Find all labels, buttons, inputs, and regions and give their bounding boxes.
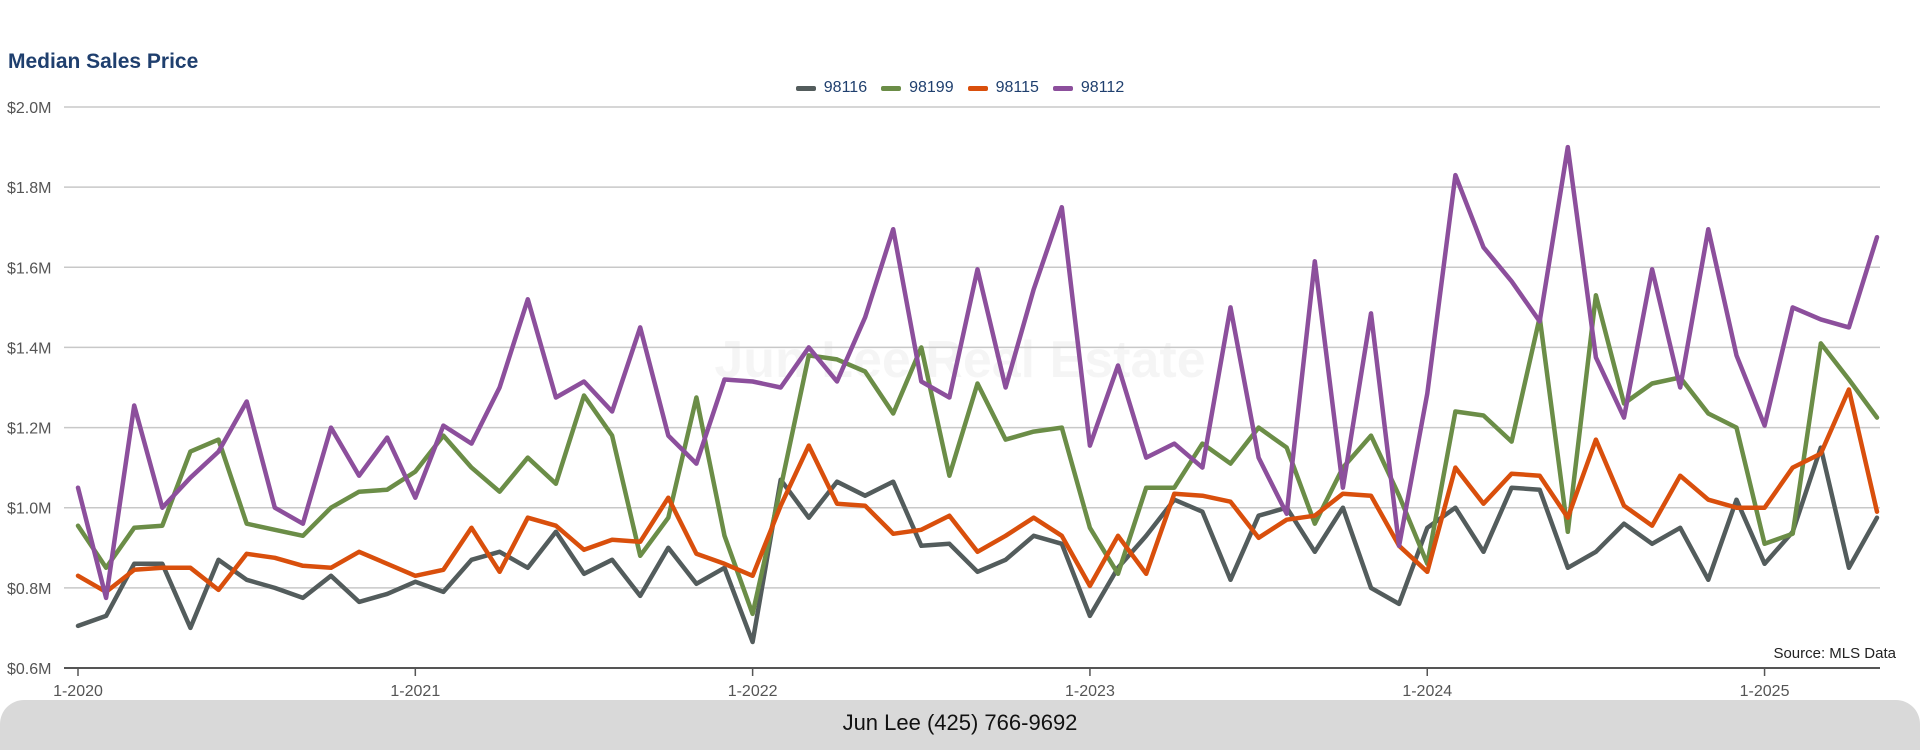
y-tick-label: $1.6M [7,260,51,277]
legend-item-98199[interactable]: 98199 [881,79,954,97]
y-tick-label: $0.8M [7,581,51,598]
y-tick-label: $1.8M [7,180,51,197]
x-tick-label: 1-2020 [53,683,103,700]
x-tick-label: 1-2025 [1740,683,1790,700]
x-tick-label: 1-2023 [1065,683,1115,700]
series-line-98116 [75,445,1880,645]
legend-label: 98199 [909,79,954,96]
source-note: Source: MLS Data [1773,645,1896,662]
footer-bar: Jun Lee (425) 766-9692 [0,700,1920,750]
series-line-98112 [75,144,1880,601]
legend-label: 98112 [1080,79,1125,96]
legend-swatch [967,85,988,91]
y-tick-label: $1.0M [7,501,51,518]
chart-title: Median Sales Price [8,50,199,73]
series-line-98115 [75,387,1880,595]
chart-legend: 98116 98199 98115 98112 [0,79,1920,97]
x-tick-label: 1-2022 [728,683,778,700]
legend-swatch [881,85,902,91]
legend-label: 98115 [995,79,1039,96]
legend-item-98116[interactable]: 98116 [795,79,868,97]
x-tick-label: 1-2021 [390,683,440,700]
line-chart: $0.6M $0.8M $1.0M $1.2M $1.4M $1.6M $1.8M $2.0M… [7,100,1880,700]
y-tick-label: $1.2M [7,421,51,438]
series-line-98199 [75,293,1880,617]
legend-label: 98116 [823,79,868,96]
legend-item-98115[interactable]: 98115 [967,79,1039,97]
y-tick-label: $2.0M [7,100,51,117]
legend-item-98112[interactable]: 98112 [1052,79,1125,97]
x-tick-label: 1-2024 [1402,683,1452,700]
y-tick-label: $0.6M [7,661,51,678]
y-tick-label: $1.4M [7,340,51,357]
legend-swatch [795,85,816,91]
footer-contact: Jun Lee (425) 766-9692 [842,710,1078,735]
legend-swatch [1052,85,1073,91]
